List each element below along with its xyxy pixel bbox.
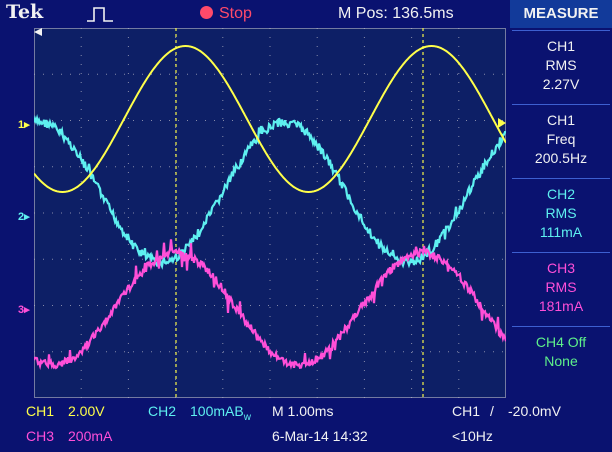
measure-value: 111mA xyxy=(539,224,583,240)
graticule-border xyxy=(34,28,506,398)
trigger-frequency: <10Hz xyxy=(452,428,493,444)
measure-value: 2.27V xyxy=(542,76,580,92)
ch3-marker[interactable]: 3▸ xyxy=(18,304,30,316)
measure-value: 200.5Hz xyxy=(534,150,588,166)
grid-lines xyxy=(34,28,506,398)
measure-title: MEASURE xyxy=(510,0,612,28)
trigger-level-arrow xyxy=(498,118,506,128)
stop-icon xyxy=(200,6,213,19)
measure-type: Freq xyxy=(546,131,576,147)
horizontal-position: M Pos: 136.5ms xyxy=(338,5,454,22)
trigger-position-arrow xyxy=(34,28,42,36)
measure-source: CH3 xyxy=(546,260,575,276)
measure-menu: MEASURE CH1 RMS 2.27V CH1 Freq 200.5Hz C… xyxy=(510,0,612,398)
trigger-slope-icon: / xyxy=(490,403,494,419)
timebase: M 1.00ms xyxy=(272,403,334,419)
ch2-label: CH2 xyxy=(148,403,177,419)
measure-slot-5[interactable]: CH4 Off None xyxy=(512,326,610,398)
brand-logo: Tek xyxy=(6,1,44,23)
ch3-scale: 200mA xyxy=(68,428,113,444)
measure-slot-4[interactable]: CH3 RMS 181mA xyxy=(512,252,610,324)
measure-slot-3[interactable]: CH2 RMS 111mA xyxy=(512,178,610,250)
ch1-marker[interactable]: 1▸ xyxy=(18,119,30,131)
trigger-level: -20.0mV xyxy=(508,403,561,419)
measure-type: RMS xyxy=(545,57,577,73)
ch3-label: CH3 xyxy=(26,428,55,444)
measure-source: CH1 xyxy=(546,38,575,54)
ch1-label: CH1 xyxy=(26,403,55,419)
measure-type: None xyxy=(544,353,578,369)
measure-type: RMS xyxy=(545,205,577,221)
measure-value: 181mA xyxy=(538,298,584,314)
measure-slot-2[interactable]: CH1 Freq 200.5Hz xyxy=(512,104,610,176)
waveform-display xyxy=(34,28,506,398)
settings-readout: CH1 2.00V CH2 100mABw M 1.00ms CH1 / -20… xyxy=(0,398,612,452)
ch1-trace xyxy=(34,45,506,193)
measure-source: CH2 xyxy=(546,186,575,202)
graticule-background xyxy=(34,28,506,398)
trigger-edge-icon xyxy=(87,7,113,22)
measure-slot-1[interactable]: CH1 RMS 2.27V xyxy=(512,30,610,102)
ch2-scale: 100mABw xyxy=(190,403,251,423)
ch2-trace xyxy=(34,113,506,270)
trigger-source: CH1 xyxy=(452,403,481,419)
ch2-marker[interactable]: 2▸ xyxy=(18,211,30,223)
ch1-scale: 2.00V xyxy=(68,403,105,419)
measure-type: RMS xyxy=(545,279,577,295)
bandwidth-limit-indicator: w xyxy=(243,411,251,423)
measure-source: CH4 Off xyxy=(535,334,587,350)
graticule xyxy=(34,28,506,398)
measure-source: CH1 xyxy=(546,112,575,128)
ch3-trace xyxy=(34,239,506,371)
date-time: 6-Mar-14 14:32 xyxy=(272,428,368,444)
run-state-indicator: Stop xyxy=(200,4,252,24)
run-state-label: Stop xyxy=(219,5,252,22)
